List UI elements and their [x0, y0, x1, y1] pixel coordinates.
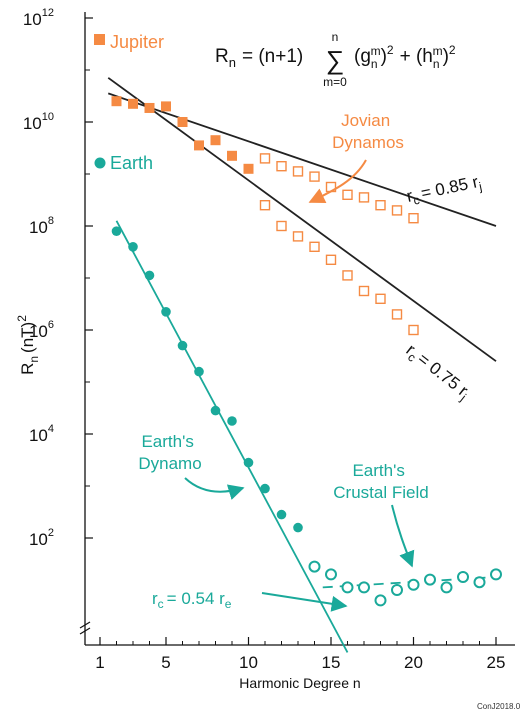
earth-crustal-point	[341, 581, 354, 594]
earth-crustal-point	[473, 576, 486, 589]
earth-crustal-point	[358, 581, 370, 594]
legend-jupiter-label: Jupiter	[110, 32, 164, 52]
x-tick-label: 20	[404, 653, 423, 672]
earth-point	[260, 483, 270, 494]
earth-crustal-point	[391, 584, 403, 596]
jupiter-open-point	[276, 220, 287, 232]
jupiter-point	[210, 135, 221, 146]
x-axis-title: Harmonic Degree n	[239, 675, 360, 691]
y-tick-label: 108	[29, 215, 54, 237]
jupiter-open-point	[358, 285, 370, 297]
earth-dynamo-label: Earth's Dynamo	[138, 432, 201, 473]
jupiter-open-point	[292, 231, 304, 242]
jupiter-open-point	[276, 160, 287, 172]
rc-085-label: rc= 0.85 rj	[405, 172, 483, 209]
legend-earth-marker	[94, 157, 106, 169]
svg-text:n: n	[332, 30, 339, 44]
earth-crustal-point	[424, 573, 436, 586]
x-tick-label: 10	[239, 653, 258, 672]
svg-text:m=0: m=0	[323, 75, 347, 89]
earth-point	[161, 307, 171, 317]
jupiter-open-point	[408, 324, 419, 336]
rc-054-label: rc = 0.54 re	[152, 589, 232, 611]
jupiter-open-point	[342, 189, 353, 201]
formula: Rn = (n+1) n ∑ m=0 (gnm)2 + (hnm)2	[215, 30, 456, 89]
jupiter-open-point	[375, 293, 386, 304]
axis-break-icon	[79, 621, 91, 635]
jupiter-point	[161, 101, 171, 112]
jupiter-open-point	[292, 166, 304, 177]
earth-dynamo-arrow-icon	[184, 477, 245, 500]
rc-075-label: rc= 0.75 rj	[401, 340, 474, 404]
fit-line	[107, 77, 497, 362]
jupiter-open-point	[259, 153, 271, 164]
earth-point	[243, 457, 254, 468]
jupiter-open-point	[309, 171, 320, 182]
jupiter-point	[144, 102, 155, 113]
credit-text: ConJ2018.0	[477, 702, 521, 711]
y-tick-label: 104	[29, 423, 54, 445]
y-tick-label: 106	[29, 319, 54, 341]
jupiter-open-point	[259, 199, 271, 211]
jupiter-point	[194, 140, 204, 151]
y-tick-label: 102	[29, 527, 54, 549]
earth-point	[144, 270, 155, 281]
fit-line	[107, 92, 497, 227]
data-points	[111, 96, 502, 607]
x-tick-label: 25	[487, 653, 506, 672]
jupiter-point	[243, 163, 254, 174]
earth-point	[128, 242, 138, 252]
legend-jupiter-marker	[94, 34, 105, 45]
earth-point	[210, 405, 221, 416]
crustal-arrow-icon	[391, 504, 415, 568]
jupiter-open-point	[391, 205, 403, 216]
legend-earth-label: Earth	[110, 153, 153, 173]
jupiter-point	[227, 150, 237, 161]
svg-text:(gnm)2+ (hnm)2: (gnm)2 + (hnm)2	[354, 43, 456, 71]
earth-crustal-point	[374, 594, 387, 607]
earth-crustal-point	[325, 568, 337, 581]
earth-crustal-point	[440, 581, 453, 594]
rc-054-arrow-icon	[261, 592, 348, 612]
fit-line	[115, 220, 349, 653]
jovian-dynamos-label: Jovian Dynamos	[332, 111, 404, 152]
earth-crustal-point	[457, 571, 469, 583]
jupiter-point	[128, 98, 138, 109]
x-tick-label: 5	[161, 653, 170, 672]
jupiter-open-point	[391, 309, 403, 320]
earth-point	[227, 416, 237, 426]
y-tick-label: 1010	[23, 111, 54, 133]
jupiter-open-point	[408, 212, 419, 224]
earth-point	[111, 226, 122, 236]
x-tick-label: 15	[322, 653, 341, 672]
jupiter-open-point	[358, 192, 370, 203]
jovian-arrow-icon	[308, 159, 367, 203]
earth-crustal-point	[490, 568, 502, 581]
x-tick-label: 1	[95, 653, 104, 672]
jupiter-open-point	[375, 199, 386, 211]
jupiter-point	[111, 96, 122, 107]
jupiter-open-point	[342, 270, 353, 281]
crustal-field-label: Earth's Crustal Field	[333, 461, 428, 502]
earth-point	[194, 366, 204, 377]
earth-point	[276, 509, 287, 520]
earth-crustal-point	[407, 578, 420, 591]
y-axis-title: Rn(nT)2	[15, 315, 41, 375]
earth-crustal-point	[308, 560, 321, 573]
svg-text:Rn= (n+1): Rn = (n+1)	[215, 46, 303, 70]
jupiter-open-point	[325, 254, 337, 266]
earth-point	[293, 522, 303, 533]
earth-point	[177, 340, 188, 351]
jupiter-point	[177, 117, 188, 127]
y-tick-label: 1012	[23, 7, 54, 29]
svg-text:∑: ∑	[326, 45, 345, 75]
jupiter-open-point	[309, 241, 320, 253]
